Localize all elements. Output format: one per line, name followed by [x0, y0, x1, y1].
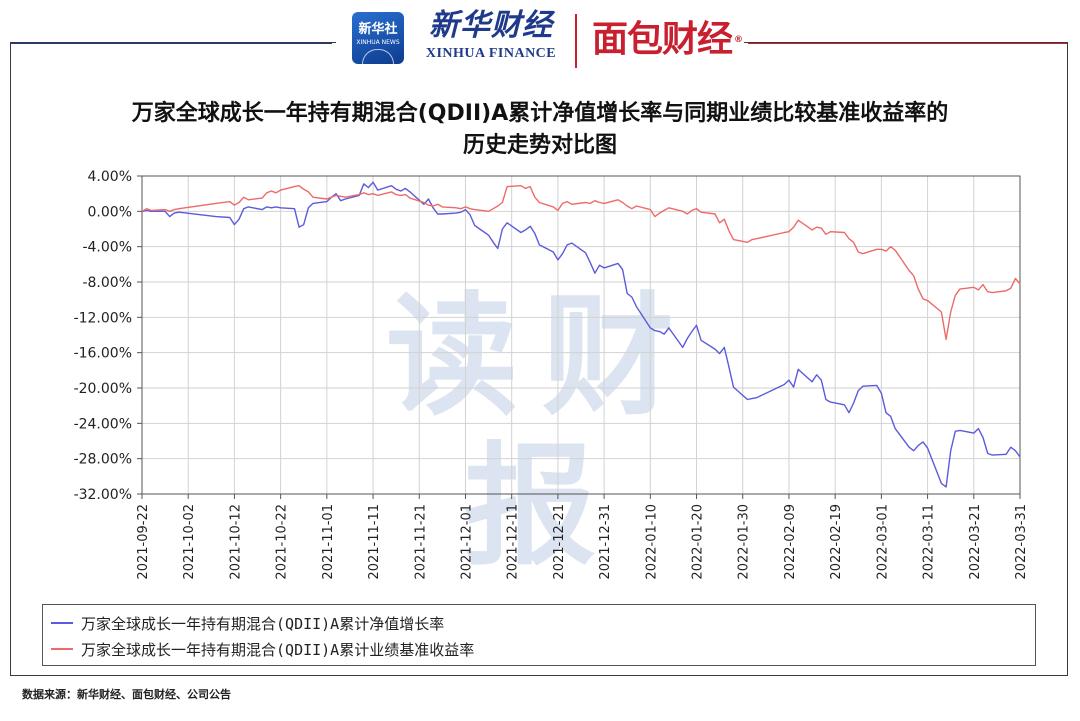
- x-tick-label: 2022-02-09: [783, 504, 798, 580]
- y-tick-label: -16.00%: [74, 346, 132, 362]
- xinhua-finance-logo-cn: 新华财经: [429, 8, 553, 43]
- data-source: 数据来源：新华财经、面包财经、公司公告: [22, 688, 231, 701]
- x-tick-label: 2021-12-21: [552, 504, 567, 580]
- mianbao-logo-text: 面包财经: [592, 19, 733, 60]
- y-tick-label: -12.00%: [74, 310, 132, 326]
- legend-label-nav: 万家全球成长一年持有期混合(QDII)A累计净值增长率: [81, 614, 445, 633]
- x-tick-label: 2022-02-19: [829, 504, 844, 580]
- x-tick-label: 2021-11-21: [413, 504, 428, 580]
- xinhua-finance-logo: 新华财经 XINHUA FINANCE: [416, 8, 566, 62]
- x-tick-label: 2022-03-31: [1014, 504, 1029, 580]
- chart-title: 万家全球成长一年持有期混合(QDII)A累计净值增长率与同期业绩比较基准收益率的…: [20, 98, 1060, 162]
- x-tick-label: 2021-10-12: [228, 504, 243, 580]
- y-tick-label: -8.00%: [82, 275, 132, 291]
- legend: 万家全球成长一年持有期混合(QDII)A累计净值增长率 万家全球成长一年持有期混…: [42, 604, 1036, 666]
- header-rule-left: [10, 42, 332, 44]
- series-line-nav-growth: [141, 181, 1021, 488]
- legend-item-nav: 万家全球成长一年持有期混合(QDII)A累计净值增长率: [51, 613, 444, 633]
- y-tick-label: -24.00%: [74, 416, 132, 432]
- chart-title-line2: 历史走势对比图: [462, 133, 617, 158]
- plot-area-border: [141, 175, 1021, 495]
- header-logo-area: [336, 0, 744, 72]
- xinhua-logo-cn: 新华社: [358, 22, 398, 37]
- x-tick-label: 2021-12-01: [459, 504, 474, 580]
- legend-item-benchmark: 万家全球成长一年持有期混合(QDII)A累计业绩基准收益率: [51, 639, 474, 659]
- header-rule-right: [748, 42, 1068, 44]
- x-tick-label: 2021-12-31: [598, 504, 613, 580]
- x-tick-label: 2021-09-22: [136, 504, 151, 580]
- x-tick-label: 2021-12-11: [506, 504, 521, 580]
- chart-title-line1: 万家全球成长一年持有期混合(QDII)A累计净值增长率与同期业绩比较基准收益率的: [131, 101, 949, 126]
- y-tick-label: 0.00%: [88, 204, 132, 220]
- y-tick-label: -4.00%: [82, 240, 132, 256]
- y-tick-label: -28.00%: [74, 452, 132, 468]
- x-tick-label: 2022-01-20: [691, 504, 706, 580]
- x-tick-label: 2022-03-01: [875, 504, 890, 580]
- x-tick-label: 2022-01-30: [737, 504, 752, 580]
- logo-divider: [575, 14, 577, 68]
- x-tick-label: 2021-10-22: [275, 504, 290, 580]
- xinhua-finance-logo-en: XINHUA FINANCE: [425, 46, 557, 61]
- x-tick-label: 2021-10-02: [182, 504, 197, 580]
- y-tick-label: -20.00%: [74, 381, 132, 397]
- legend-label-benchmark: 万家全球成长一年持有期混合(QDII)A累计业绩基准收益率: [81, 640, 475, 659]
- y-tick-label: -32.00%: [74, 487, 132, 503]
- mianbao-finance-logo: 面包财经 ®: [592, 18, 743, 62]
- series-line-benchmark: [141, 184, 1021, 341]
- registered-mark: ®: [734, 35, 743, 45]
- legend-swatch-blue: [51, 622, 73, 624]
- y-tick-label: 4.00%: [88, 169, 132, 185]
- xinhua-logo-en: XINHUA NEWS: [356, 39, 400, 46]
- x-tick-label: 2022-03-11: [922, 504, 937, 580]
- xinhua-news-logo: 新华社 XINHUA NEWS: [352, 12, 404, 64]
- x-tick-label: 2021-11-01: [321, 504, 336, 580]
- x-tick-label: 2022-03-21: [968, 504, 983, 580]
- x-tick-label: 2022-01-10: [644, 504, 659, 580]
- watermark: 读财报: [386, 280, 698, 584]
- x-tick-label: 2021-11-11: [367, 504, 382, 580]
- legend-swatch-red: [51, 648, 73, 650]
